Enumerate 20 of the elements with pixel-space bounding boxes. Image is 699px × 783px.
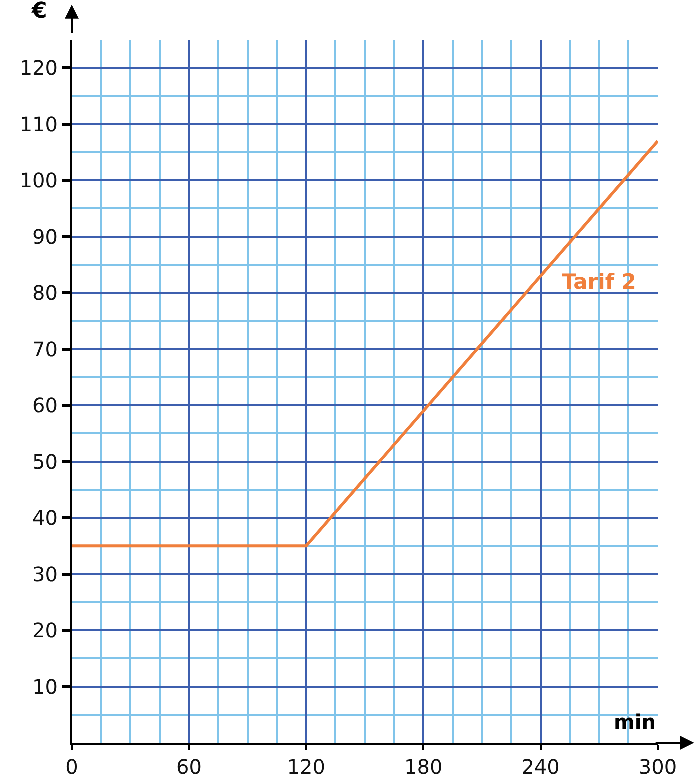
x-tick-label: 0 [66,755,78,779]
x-tick-label: 240 [522,755,560,779]
y-axis-title: € [31,0,48,24]
y-tick-label: 80 [32,281,58,306]
x-tick-label: 120 [287,755,326,779]
x-tick-label: 60 [176,755,202,779]
x-axis-title: min [614,710,656,734]
y-tick-label: 70 [32,337,58,362]
x-tick-label: 180 [404,755,443,779]
x-tick-label: 300 [638,755,678,779]
y-tick-label: 10 [32,674,58,699]
y-tick-label: 110 [20,112,58,136]
y-tick-label: 60 [32,394,58,418]
y-tick-label: 40 [32,506,58,530]
y-tick-label: 90 [32,224,58,249]
y-tick-label: 100 [20,168,58,193]
y-tick-label: 30 [32,562,58,586]
y-tick-label: 50 [32,450,58,474]
y-tick-label: 20 [32,618,58,643]
y-tick-label: 120 [20,56,58,80]
